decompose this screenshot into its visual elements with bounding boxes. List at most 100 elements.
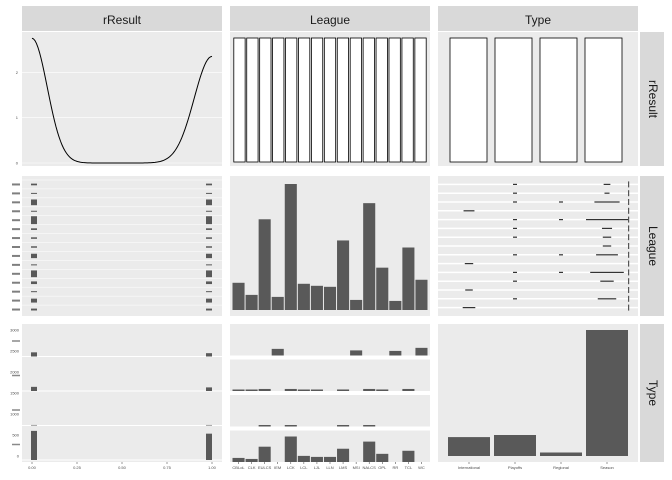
column-strip-label: Type [525,13,551,27]
x-tick-label: LCL [300,465,308,470]
type-count-bar [540,452,582,456]
league-type-bar [513,254,517,256]
type-league-bar [297,455,310,462]
type-league-bar [232,389,245,391]
league-result-bar [31,298,37,303]
result-league-box [388,37,401,163]
facet-panel-bg [230,324,430,356]
league-type-bar [559,254,563,256]
league-type-bar [513,298,517,300]
league-type-bar [602,245,612,247]
x-tick-label: OPL [378,465,387,470]
league-type-bar [559,219,563,221]
type-league-bar [310,389,323,391]
x-tick-label: LJL [314,465,321,470]
league-type-bar [513,280,517,282]
y-tick-label [12,272,20,275]
league-count-bar [350,299,363,310]
league-type-bar [601,227,613,229]
league-type-bar [594,201,620,203]
league-result-bar [31,216,37,225]
y-tick-label [628,304,630,311]
y-tick-label [12,290,20,293]
type-league-bar [402,450,415,462]
type-league-bar [337,448,350,462]
result-league-box [259,37,272,163]
result-league-box [362,37,375,163]
type-league-bar [337,389,350,391]
type-count-bar [586,330,628,456]
league-result-bar [206,192,212,194]
league-count-bar [258,219,271,310]
result-league-box [401,37,414,163]
result-type-box [584,37,623,163]
league-type-bar [513,201,517,203]
type-result-bar [206,387,212,391]
league-count-bar [363,203,376,310]
row-strip-league [640,176,664,316]
column-strip-rresult [22,6,222,31]
type-result-bar [31,386,37,391]
type-league-bar [363,441,376,462]
x-tick-label: CLK [248,465,256,470]
x-tick-label: LCK [287,465,295,470]
y-tick-label: 500 [12,433,19,438]
league-type-bar [603,183,611,185]
type-league-bar [284,436,297,462]
y-tick-label [628,251,630,258]
type-league-bar [310,456,323,462]
x-tick-label: 0.00 [28,465,37,470]
league-count-bar [271,296,284,310]
league-result-bar [206,291,212,293]
league-result-bar [31,308,37,311]
y-tick-label [12,263,20,266]
type-league-bar [376,453,389,462]
league-type-bar [513,236,517,238]
facet-panel-bg [230,395,430,427]
league-count-bar [284,184,297,310]
type-league-bar [323,456,337,462]
result-league-box [414,37,427,163]
league-type-bar [465,289,473,291]
y-tick-label [12,409,20,411]
x-tick-label: WC [418,465,425,470]
panel-bg [22,32,222,166]
league-result-bar [206,228,212,230]
x-tick-label: CBLoL [232,465,245,470]
type-league-bar [284,425,297,427]
league-type-bar [559,201,563,203]
type-league-bar [258,446,271,462]
y-tick-label [628,243,630,249]
y-tick-label [628,260,630,267]
type-league-bar [232,457,245,462]
y-tick-label [12,201,20,204]
league-result-bar [31,281,37,285]
x-tick-label: International [458,465,480,470]
league-result-bar [31,291,37,293]
y-tick-label [628,278,630,285]
league-result-bar [31,228,37,230]
league-type-bar [513,183,517,185]
y-tick-label [12,299,20,302]
y-tick-label [12,183,20,186]
league-count-bar [323,286,337,310]
league-type-bar [513,219,517,221]
league-count-bar [415,279,428,310]
x-tick-label: Regional [553,465,569,470]
x-tick-label: EULCS [258,465,272,470]
league-type-bar [462,307,476,309]
x-tick-label: MSI [353,465,360,470]
x-tick-label: LMS [339,465,348,470]
league-result-bar [31,264,37,266]
facet-panel-bg [230,359,430,391]
league-type-bar [586,219,628,221]
y-tick-label: 1000 [10,412,20,417]
x-tick-label: NALCS [363,465,377,470]
type-count-bar [494,435,536,456]
x-tick-label: Season [600,465,614,470]
y-tick-label [628,207,630,214]
league-type-bar [600,280,614,282]
column-strip-league [230,6,430,31]
y-tick-label [12,228,20,231]
